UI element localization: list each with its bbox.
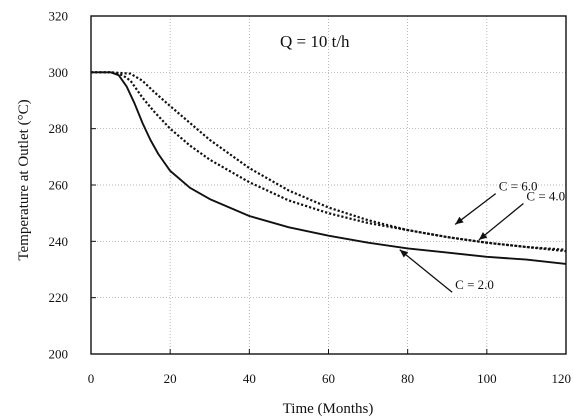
series-labels: C = 6.0C = 4.0 C = 2.0 [455,179,565,293]
x-tick-label: 80 [401,371,414,386]
annotation-arrow-line [454,193,497,225]
grid-lines [91,16,566,354]
series-line-c-4-0 [91,71,567,251]
series-label: C = 4.0 [526,188,565,203]
annotation-arrow-line [399,249,453,293]
x-tick-label: 40 [243,371,256,386]
y-tick-label: 300 [49,65,69,80]
y-tick-label: 320 [49,9,69,24]
x-tick-label: 120 [552,371,572,386]
x-axis-label: Time (Months) [283,401,374,417]
annotation-arrows [399,193,524,293]
x-tick-label: 0 [88,371,95,386]
tick-labels: 0 20 40 60 80 100 120 200 220 240 260 280 300 320 [49,9,572,387]
y-tick-label: 200 [49,347,69,362]
series-line-c-2-0 [91,71,567,265]
series-label: C = 6.0 [499,179,538,194]
arrowhead [478,232,488,240]
flow-rate-annotation: Q = 10 t/h [280,32,350,51]
y-axis-label: Temperature at Outlet (°C) [16,99,32,260]
x-tick-label: 100 [477,371,497,386]
annotation-arrow-line [478,202,524,241]
series-label: C = 2.0 [455,277,494,292]
x-tick-label: 60 [322,371,335,386]
series-line-c-6-0 [91,71,567,253]
x-tick-label: 20 [164,371,177,386]
y-tick-label: 220 [49,290,69,305]
arrowhead [455,216,464,225]
y-tick-label: 240 [49,234,69,249]
series-layer [91,71,567,265]
arrowhead [399,249,409,258]
y-tick-label: 280 [49,121,69,136]
y-tick-label: 260 [49,178,69,193]
